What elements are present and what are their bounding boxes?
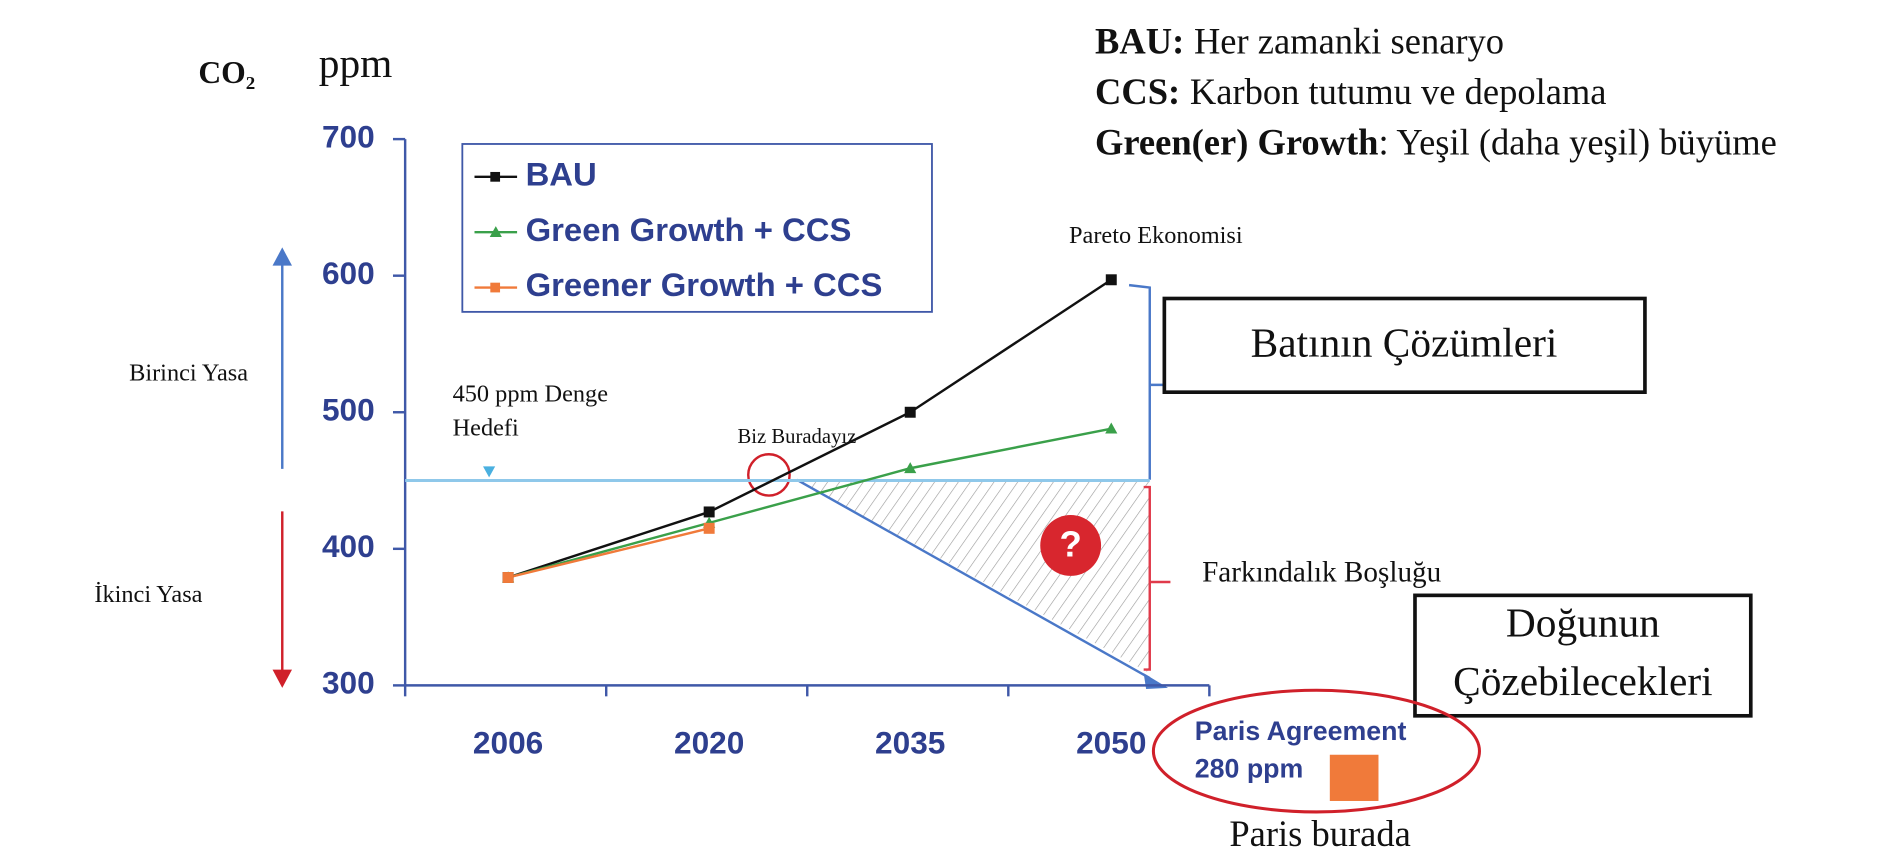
box-text: Çözebilecekleri [1453, 658, 1713, 704]
box-text: Doğunun [1506, 599, 1660, 645]
series-line [507, 527, 710, 579]
paris-marker [1329, 754, 1379, 801]
x-tick-label: 2035 [875, 724, 945, 760]
bracket [1143, 485, 1171, 671]
y-tick-label: 500 [322, 392, 375, 428]
y-tick-label: 600 [322, 255, 375, 291]
legend-box [461, 143, 933, 313]
definition: BAU: Her zamanki senaryo [1095, 21, 1504, 62]
highlight-circle [747, 453, 791, 497]
y-unit: ppm [319, 40, 393, 86]
definition-text: Her zamanki senaryo [1194, 21, 1504, 62]
definition-text: : Yeşil (daha yeşil) büyüme [1378, 122, 1776, 163]
box-text: Batının Çözümleri [1251, 320, 1558, 366]
highlight-ellipse [1151, 688, 1481, 814]
marker [703, 522, 715, 534]
series-line [507, 427, 1112, 579]
arrow-head [272, 669, 292, 688]
y-tick-label: 400 [322, 528, 375, 564]
question-mark: ? [1060, 523, 1082, 564]
question-icon [1040, 515, 1102, 576]
legend-marker [490, 282, 501, 293]
arrow-head [1143, 673, 1168, 690]
bracket [1128, 283, 1165, 480]
y-tick-label: 700 [322, 118, 375, 154]
arrow-head [483, 466, 496, 478]
box [1413, 593, 1753, 718]
x-tick-label: 2020 [674, 724, 744, 760]
annotation: Pareto Ekonomisi [1069, 222, 1243, 249]
annotation: Birinci Yasa [129, 360, 248, 387]
legend-label: Greener Growth + CCS [526, 266, 883, 303]
definition-text: Karbon tutumu ve depolama [1190, 71, 1607, 112]
legend-label: Green Growth + CCS [526, 211, 852, 248]
annotation: Paris Agreement [1195, 716, 1407, 746]
definition-term: CCS: [1095, 71, 1180, 112]
marker [904, 406, 916, 418]
legend-marker [490, 171, 501, 182]
definitions: BAU: Her zamanki senaryo CCS: Karbon tutumu… [1095, 21, 1777, 163]
marker [1105, 274, 1117, 286]
annotation: İkinci Yasa [94, 581, 202, 608]
definition-term: Green(er) Growth [1095, 122, 1378, 163]
y-tick-label: 300 [322, 665, 375, 701]
definition-term: BAU: [1095, 21, 1184, 62]
definition: CCS: Karbon tutumu ve depolama [1095, 71, 1607, 112]
x-tick-label: 2006 [473, 724, 543, 760]
x-tick-label: 2050 [1076, 724, 1146, 760]
annotation: Paris burada [1229, 813, 1410, 854]
marker [502, 572, 514, 583]
y-label: CO₂ [198, 55, 255, 90]
marker [703, 506, 715, 518]
marker [904, 462, 917, 474]
annotation: Farkındalık Boşluğu [1202, 556, 1442, 588]
plot: 300 400 500 600 700 2006 2020 2035 2050 BAU Green … [322, 118, 1211, 760]
series-line [507, 278, 1112, 579]
annotation: Hedefi [453, 414, 519, 441]
annotation: 280 ppm [1195, 754, 1304, 784]
arrow-head [272, 247, 292, 266]
box [1162, 296, 1647, 394]
legend-marker [489, 226, 502, 238]
legend-label: BAU [526, 155, 597, 192]
definition: Green(er) Growth: Yeşil (daha yeşil) büy… [1095, 122, 1777, 163]
annotation: Biz Buradayız [738, 426, 857, 448]
annotation: 450 ppm Denge [453, 380, 608, 407]
marker [1105, 422, 1118, 434]
decline-line [796, 478, 1151, 680]
